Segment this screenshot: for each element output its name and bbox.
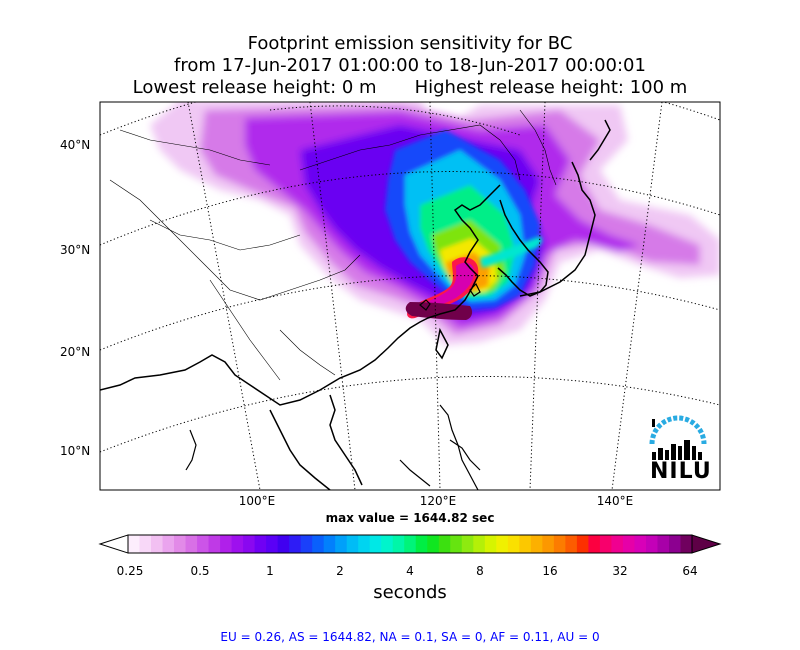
colorbar-cell: [611, 535, 624, 553]
colorbar-cell: [645, 535, 659, 553]
nilu-logo-text: NILU: [650, 459, 712, 484]
colorbar-tick-label: 64: [682, 564, 698, 578]
colorbar-cell: [530, 535, 543, 553]
colorbar-cell: [427, 535, 440, 553]
colorbar-cell: [312, 535, 325, 553]
colorbar-cell: [243, 535, 256, 553]
colorbar-cell: [622, 535, 636, 553]
colorbar-high-arrow: [691, 534, 722, 554]
colorbar-cell: [254, 535, 267, 553]
colorbar-tick-label: 2: [336, 564, 344, 578]
colorbar-cell: [358, 535, 371, 553]
colorbar-cell: [174, 535, 187, 553]
colorbar-cell: [197, 535, 210, 553]
colorbar-tick-label: 4: [406, 564, 414, 578]
colorbar-cell: [565, 535, 578, 553]
colorbar-cell: [553, 535, 566, 553]
colorbar-cell: [461, 535, 474, 553]
highest-release-height: Highest release height: 100 m: [414, 77, 688, 98]
colorbar-cell: [162, 535, 175, 553]
graticule: [100, 102, 720, 490]
colorbar-cell: [438, 535, 451, 553]
colorbar-cell: [139, 535, 152, 553]
colorbar-cell: [450, 535, 463, 553]
colorbar-cell: [657, 535, 670, 553]
lon-label: 140°E: [596, 494, 634, 508]
colorbar-cell: [231, 535, 244, 553]
colorbar-cell: [519, 535, 532, 553]
colorbar-tick-label: 16: [542, 564, 558, 578]
colorbar-tick-label: 8: [476, 564, 484, 578]
lowest-release-height: Lowest release height: 0 m: [132, 77, 377, 98]
colorbar-cell: [323, 535, 336, 553]
colorbar-tick-label: 0.5: [190, 564, 210, 578]
colorbar-cell: [588, 535, 601, 553]
colorbar-cell: [484, 535, 497, 553]
colorbar-cell: [634, 535, 647, 553]
colorbar-frame: [127, 534, 693, 554]
colorbar-cell: [392, 535, 405, 553]
colorbar-cell: [346, 535, 359, 553]
colorbar-cell: [220, 535, 233, 553]
colorbar-low-arrow: [98, 534, 129, 554]
colorbar-cell: [151, 535, 164, 553]
colorbar-cell: [381, 535, 394, 553]
lat-label: 10°N: [60, 444, 91, 458]
lat-label: 20°N: [60, 345, 91, 359]
colorbar-tick-label: 0.25: [116, 564, 144, 578]
colorbar-tick-label: 32: [612, 564, 628, 578]
colorbar-cell: [185, 535, 198, 553]
colorbar-cell: [208, 535, 221, 553]
colorbar-cell: [335, 535, 348, 553]
lon-label: 120°E: [419, 494, 457, 508]
colorbar-cells: [128, 535, 693, 553]
colorbar-cell: [668, 535, 682, 553]
colorbar-tick-label: 1: [266, 564, 274, 578]
colorbar-cell: [415, 535, 428, 553]
lon-label: 100°E: [238, 494, 276, 508]
colorbar-cell: [473, 535, 486, 553]
colorbar-cell: [369, 535, 382, 553]
lat-label: 40°N: [60, 138, 91, 152]
sensitivity-plume: [150, 102, 720, 345]
colorbar-cell: [542, 535, 555, 553]
colorbar-cell: [300, 535, 313, 553]
colorbar-cell: [277, 535, 290, 553]
colorbar-cell: [128, 535, 141, 553]
colorbar-cell: [576, 535, 590, 553]
map-date-range: from 17-Jun-2017 01:00:00 to 18-Jun-2017…: [174, 55, 646, 76]
colorbar-cell: [599, 535, 613, 553]
coastlines: [100, 109, 611, 490]
nilu-logo-icon: [649, 415, 707, 460]
colorbar-cell: [266, 535, 279, 553]
colorbar-cell: [404, 535, 417, 553]
colorbar-units: seconds: [373, 582, 447, 603]
max-value: max value = 1644.82 sec: [325, 511, 495, 525]
lat-label: 30°N: [60, 243, 91, 257]
region-summary: EU = 0.26, AS = 1644.82, NA = 0.1, SA = …: [220, 630, 600, 644]
colorbar-cell: [496, 535, 509, 553]
colorbar-cell: [289, 535, 302, 553]
map-title: Footprint emission sensitivity for BC: [247, 33, 573, 54]
colorbar-cell: [507, 535, 520, 553]
colorbar-cell: [680, 535, 693, 553]
release-heights: Lowest release height: 0 m Highest releas…: [0, 77, 800, 99]
map-frame: [99, 101, 721, 491]
